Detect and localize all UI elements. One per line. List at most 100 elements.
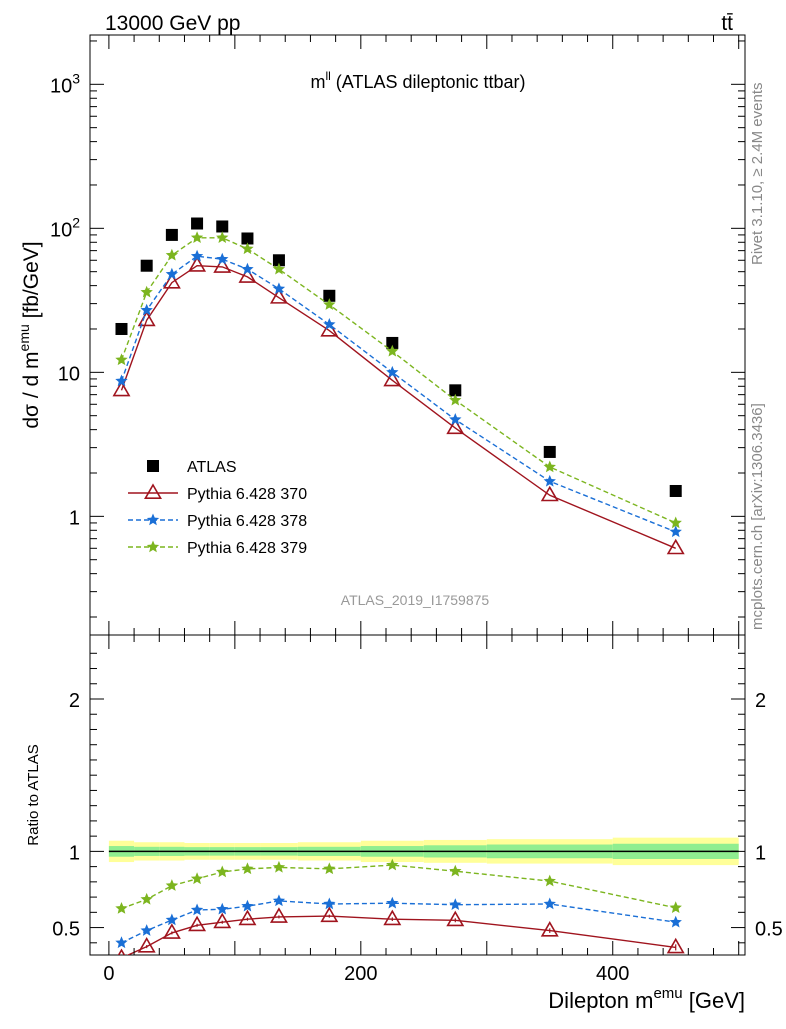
ratio-plot-panel: 0.5 0.5 1 1 2 2 0 200 400 Ratio to ATLAS Dilepton … (25, 634, 783, 1013)
data-point (216, 252, 229, 265)
ratio-series-line (121, 900, 676, 944)
data-point (115, 353, 128, 366)
data-point (272, 282, 286, 295)
data-point (543, 445, 556, 458)
y-tick-label-exponent: 2 (72, 214, 80, 230)
data-point (165, 248, 179, 261)
data-point (543, 460, 556, 473)
legend-label: Pythia 6.428 370 (187, 486, 307, 503)
ratio-data-point (320, 906, 339, 923)
ratio-data-point (540, 921, 559, 937)
x-axis-label-unit: [GeV] (683, 988, 745, 1013)
ratio-data-point (115, 936, 128, 949)
data-point (115, 322, 128, 335)
y-tick-label-base: 10 (50, 75, 72, 97)
legend-marker (146, 513, 160, 526)
data-point (140, 259, 153, 272)
data-point (320, 320, 339, 337)
ratio-y-tick-label-right: 2 (755, 690, 766, 712)
legend-label: Pythia 6.428 378 (187, 513, 307, 530)
energy-label: 13000 GeV pp (105, 12, 240, 35)
data-point (386, 344, 399, 357)
data-point (666, 538, 685, 555)
y-tick-label: 102 (50, 214, 80, 241)
y-tick-label-base: 10 (50, 219, 72, 241)
data-point (213, 257, 232, 273)
plot-title-main: m (310, 72, 325, 92)
series-line (120, 237, 676, 524)
legend: ATLAS Pythia 6.428 370 Pythia 6.428 378 Pyt… (128, 459, 307, 557)
data-point (540, 485, 559, 502)
data-point (165, 228, 178, 241)
data-point (140, 285, 153, 298)
data-point (241, 242, 254, 255)
ratio-data-point (241, 899, 254, 912)
series-2 (115, 249, 682, 538)
ratio-data-point (272, 894, 286, 907)
ratio-series-line (121, 864, 676, 910)
ratio-data-point (669, 915, 682, 928)
ratio-data-point (449, 864, 462, 877)
ratio-y-tick-label-right: 1 (755, 842, 766, 864)
data-point (323, 289, 336, 302)
y-tick-label: 1 (69, 507, 80, 529)
ratio-data-point (272, 860, 286, 873)
series-3 (115, 231, 682, 529)
y-axis-label-main: dσ / d m (20, 351, 43, 428)
data-point (383, 370, 402, 387)
x-axis-label-superscript: emu (653, 985, 682, 1002)
data-point (190, 249, 204, 262)
data-point (188, 256, 207, 272)
ratio-y-tick-label-right: 0.5 (755, 919, 783, 941)
data-point (269, 288, 288, 304)
legend-marker (144, 483, 162, 500)
ratio-data-point (165, 879, 179, 891)
data-point (165, 267, 179, 280)
ratio-data-point (165, 913, 179, 926)
data-point (669, 525, 682, 538)
data-point (386, 365, 399, 378)
y-axis-label-superscript: emu (16, 324, 32, 351)
data-point (272, 262, 286, 275)
series-line (120, 264, 676, 549)
data-point (272, 254, 285, 267)
ratio-data-point (137, 937, 156, 953)
ratio-data-point (383, 909, 402, 926)
data-point (140, 303, 153, 316)
data-point (191, 217, 204, 230)
legend-label: ATLAS (187, 459, 237, 476)
y-tick-label-exponent: 3 (72, 70, 80, 86)
ratio-data-point (449, 898, 462, 910)
x-axis-label: Dilepton memu [GeV] (548, 985, 745, 1013)
data-point (241, 262, 254, 275)
ratio-data-point (446, 910, 465, 927)
ratio-data-point (216, 902, 229, 915)
y-axis-label: dσ / d memu [fb/GeV] (16, 241, 43, 428)
x-tick-label: 200 (344, 963, 377, 985)
rivet-version-label: Rivet 3.1.10, ≥ 2.4M events (749, 83, 766, 266)
ratio-data-point (269, 907, 288, 923)
ratio-series-2 (115, 858, 682, 914)
data-point (323, 317, 336, 330)
legend-marker (147, 460, 159, 472)
ratio-y-tick-label-left: 2 (69, 690, 80, 712)
ratio-data-point (238, 909, 257, 926)
data-point (386, 336, 399, 349)
ratio-data-point (543, 897, 556, 910)
x-tick-label: 400 (596, 963, 629, 985)
ratio-data-point (140, 892, 153, 905)
ratio-data-point (216, 865, 229, 878)
ratio-data-point (188, 915, 207, 932)
data-point (241, 232, 254, 245)
y-tick-label: 10 (58, 363, 80, 385)
ratio-data-point (543, 874, 556, 887)
ratio-data-point (140, 924, 153, 936)
plot-title-superscript: ll (325, 69, 330, 83)
ratio-data-point (162, 923, 181, 939)
data-point (162, 272, 181, 289)
data-point (446, 418, 465, 435)
x-tick-label: 0 (103, 963, 114, 985)
ratio-data-point (213, 912, 232, 929)
